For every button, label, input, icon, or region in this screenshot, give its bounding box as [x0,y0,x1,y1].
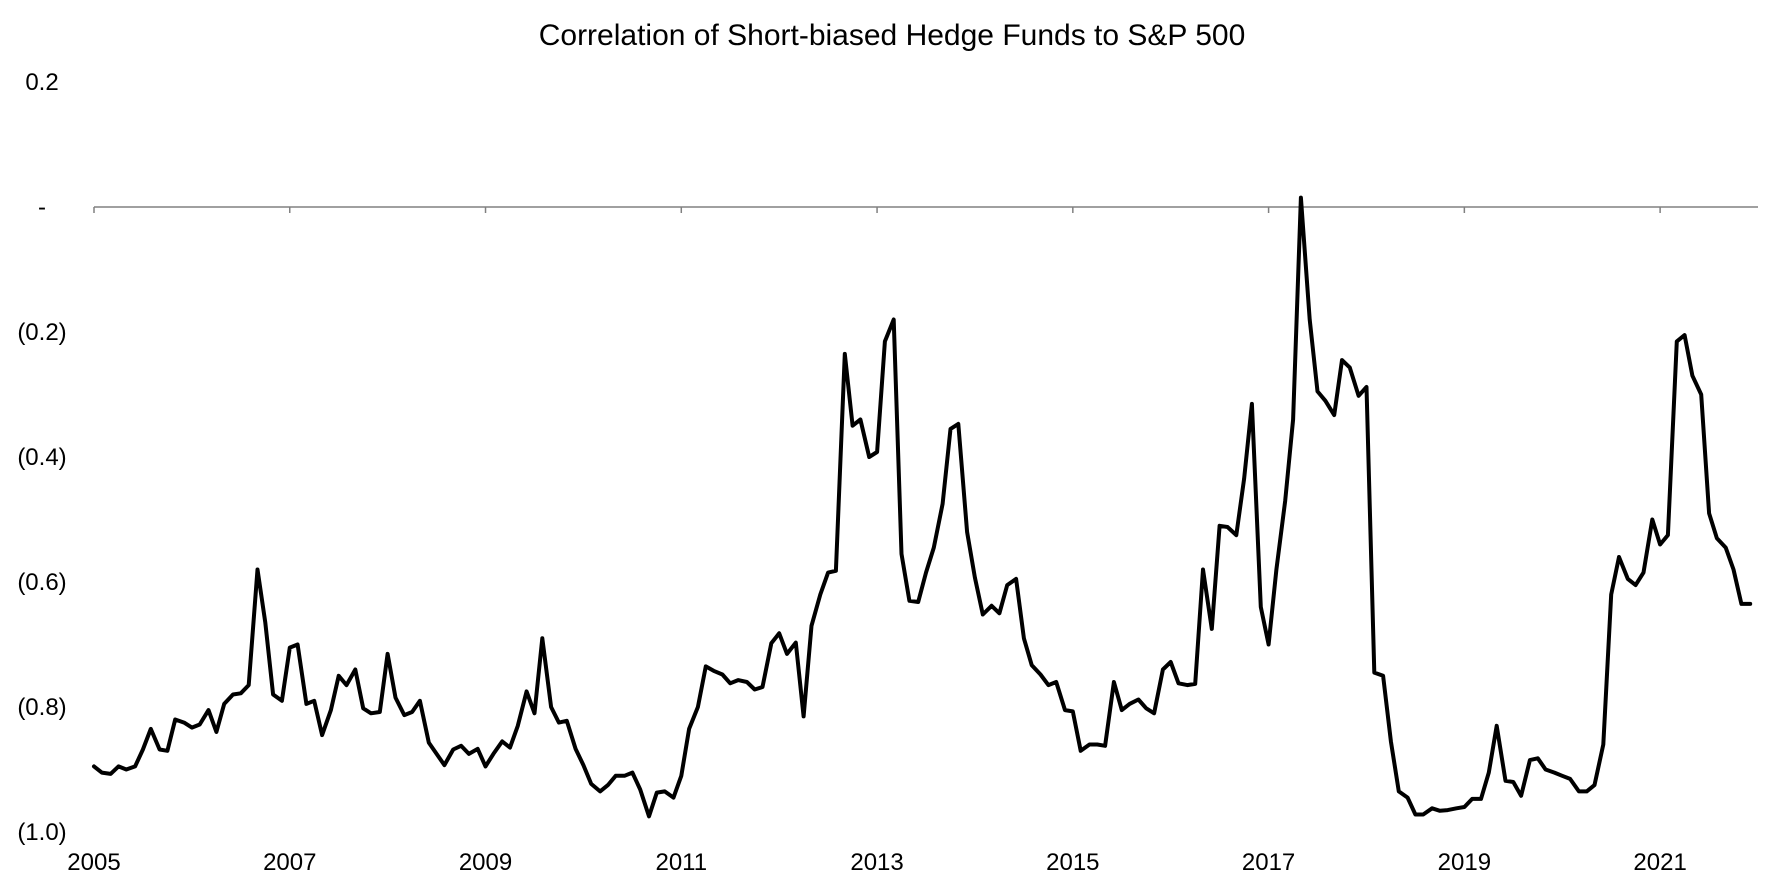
y-tick-label: (0.4) [17,444,66,471]
y-axis-tick-labels: 0.2 - (0.2) (0.4) (0.6) (0.8) (1.0) [17,69,66,846]
y-tick-label: (0.8) [17,694,66,721]
y-tick-label: (0.2) [17,319,66,346]
x-tick-label: 2007 [263,849,316,876]
x-tick-label: 2009 [459,849,512,876]
x-axis-tick-labels: 2005 2007 2009 2011 2013 2015 2017 2019 2021 [67,849,1687,876]
x-tick-label: 2011 [655,849,707,876]
series-line [92,195,1753,819]
y-tick-label: - [38,194,46,221]
x-axis [93,206,1758,213]
y-tick-label: (1.0) [17,819,66,846]
x-tick-label: 2005 [67,849,120,876]
y-tick-label: (0.6) [17,569,66,596]
x-tick-label: 2015 [1046,849,1099,876]
x-tick-label: 2019 [1438,849,1491,876]
y-tick-label: 0.2 [25,69,58,96]
x-tick-label: 2013 [850,849,903,876]
chart-title: Correlation of Short-biased Hedge Funds … [539,19,1246,52]
series-group [92,195,1753,819]
x-tick-label: 2021 [1633,849,1686,876]
x-tick-label: 2017 [1242,849,1295,876]
